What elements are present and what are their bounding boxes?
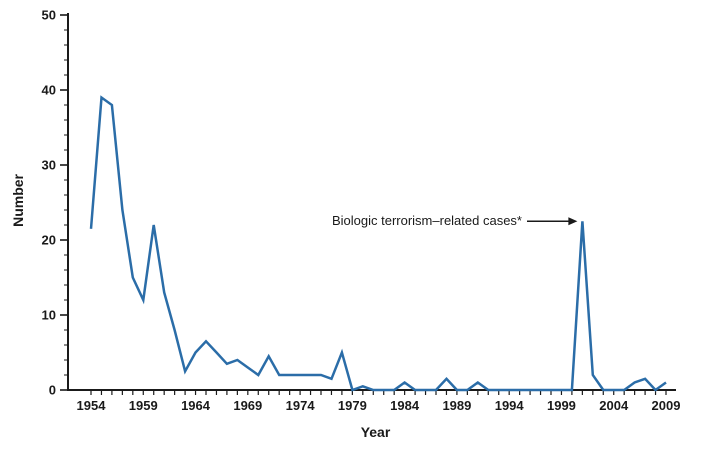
annotation-label: Biologic terrorism–related cases* — [331, 213, 522, 228]
svg-text:1984: 1984 — [390, 398, 420, 413]
svg-text:20: 20 — [42, 233, 56, 248]
svg-text:1964: 1964 — [181, 398, 211, 413]
svg-text:2004: 2004 — [599, 398, 629, 413]
svg-text:1954: 1954 — [77, 398, 107, 413]
svg-text:1979: 1979 — [338, 398, 367, 413]
svg-text:10: 10 — [42, 308, 56, 323]
svg-text:1994: 1994 — [495, 398, 525, 413]
svg-text:1999: 1999 — [547, 398, 576, 413]
svg-text:2009: 2009 — [652, 398, 681, 413]
svg-text:1959: 1959 — [129, 398, 158, 413]
svg-text:1989: 1989 — [442, 398, 471, 413]
svg-text:1974: 1974 — [286, 398, 316, 413]
x-axis-label: Year — [360, 424, 391, 440]
svg-text:0: 0 — [49, 383, 56, 398]
svg-text:30: 30 — [42, 158, 56, 173]
svg-text:40: 40 — [42, 83, 56, 98]
svg-text:1969: 1969 — [233, 398, 262, 413]
y-axis-label: Number — [10, 174, 26, 227]
svg-text:50: 50 — [42, 8, 56, 23]
